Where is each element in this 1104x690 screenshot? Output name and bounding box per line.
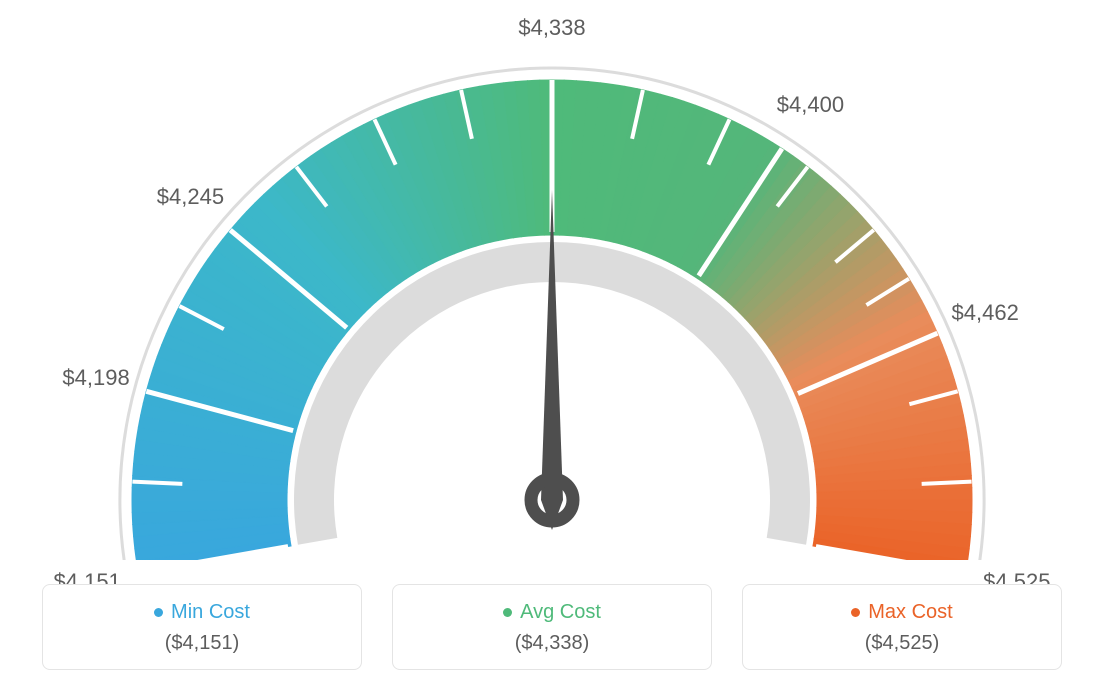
gauge-tick-label: $4,400 [777,92,844,118]
gauge-tick-label: $4,245 [157,184,224,210]
legend-max-value: ($4,525) [743,632,1061,655]
gauge-tick-label: $4,198 [62,365,129,391]
gauge-chart-container: $4,151$4,198$4,245$4,338$4,400$4,462$4,5… [0,0,1104,690]
gauge-area: $4,151$4,198$4,245$4,338$4,400$4,462$4,5… [0,0,1104,560]
legend-min-value: ($4,151) [43,632,361,655]
legend-avg-dot [503,608,512,617]
legend-max-dot [851,608,860,617]
gauge-tick-label: $4,462 [952,300,1019,326]
legend-avg-box: Avg Cost ($4,338) [392,584,712,670]
gauge-svg [0,0,1104,560]
legend-max-title: Max Cost [743,601,1061,624]
legend-min-dot [154,608,163,617]
legend-max-label: Max Cost [868,601,952,623]
legend-avg-title: Avg Cost [393,601,711,624]
legend-max-box: Max Cost ($4,525) [742,584,1062,670]
gauge-tick-label: $4,338 [518,15,585,41]
legend-row: Min Cost ($4,151) Avg Cost ($4,338) Max … [0,584,1104,670]
legend-min-label: Min Cost [171,601,250,623]
legend-min-title: Min Cost [43,601,361,624]
legend-avg-label: Avg Cost [520,601,601,623]
legend-min-box: Min Cost ($4,151) [42,584,362,670]
legend-avg-value: ($4,338) [393,632,711,655]
